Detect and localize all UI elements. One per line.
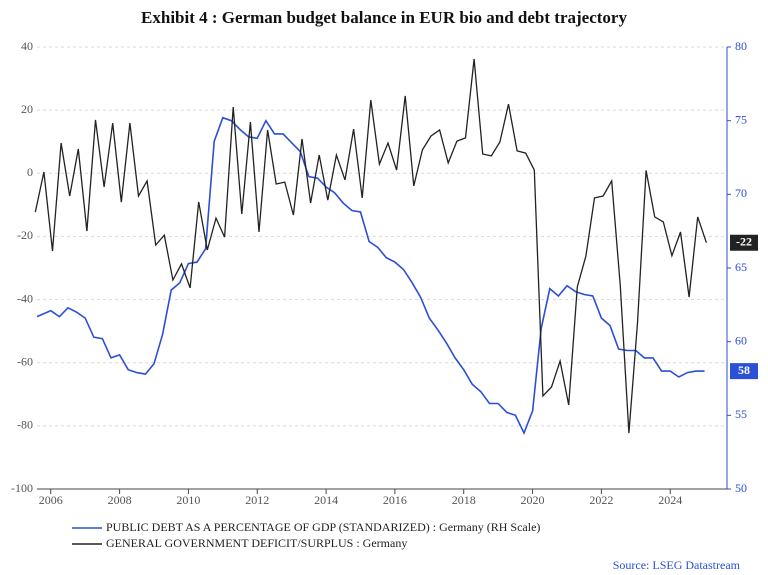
y-tick-label: -60	[17, 354, 33, 368]
y-tick-label: -20	[17, 228, 33, 242]
end-label: -22	[736, 234, 752, 248]
x-tick-label: 2022	[589, 493, 613, 507]
y-tick-label: 0	[27, 165, 33, 179]
x-tick-label: 2014	[314, 493, 338, 507]
x-tick-label: 2012	[245, 493, 269, 507]
legend-label: GENERAL GOVERNMENT DEFICIT/SURPLUS : Ger…	[106, 536, 407, 550]
y2-tick-label: 80	[735, 39, 747, 53]
series-line	[36, 116, 705, 435]
y2-tick-label: 75	[735, 112, 747, 126]
y-tick-label: -100	[11, 481, 33, 495]
y2-tick-label: 70	[735, 186, 747, 200]
end-label-box	[730, 363, 758, 380]
y-tick-label: 20	[21, 102, 33, 116]
y-tick-label: 40	[21, 39, 33, 53]
legend-label: PUBLIC DEBT AS A PERCENTAGE OF GDP (STAN…	[106, 520, 540, 534]
x-tick-label: 2018	[452, 493, 476, 507]
x-tick-label: 2006	[39, 493, 63, 507]
source: Source: LSEG Datastream	[613, 558, 741, 572]
chart-title: Exhibit 4 : German budget balance in EUR…	[141, 8, 627, 27]
end-label-box	[730, 234, 758, 251]
y2-tick-label: 50	[735, 481, 747, 495]
series-line	[34, 58, 708, 434]
end-label: 58	[738, 363, 750, 377]
x-tick-label: 2024	[658, 493, 682, 507]
x-tick-label: 2016	[383, 493, 407, 507]
y2-tick-label: 60	[735, 333, 747, 347]
y2-tick-label: 55	[735, 407, 747, 421]
x-tick-label: 2008	[108, 493, 132, 507]
y2-tick-label: 65	[735, 260, 747, 274]
y-tick-label: -40	[17, 291, 33, 305]
x-tick-label: 2010	[176, 493, 200, 507]
y-tick-label: -80	[17, 418, 33, 432]
x-tick-label: 2020	[521, 493, 545, 507]
